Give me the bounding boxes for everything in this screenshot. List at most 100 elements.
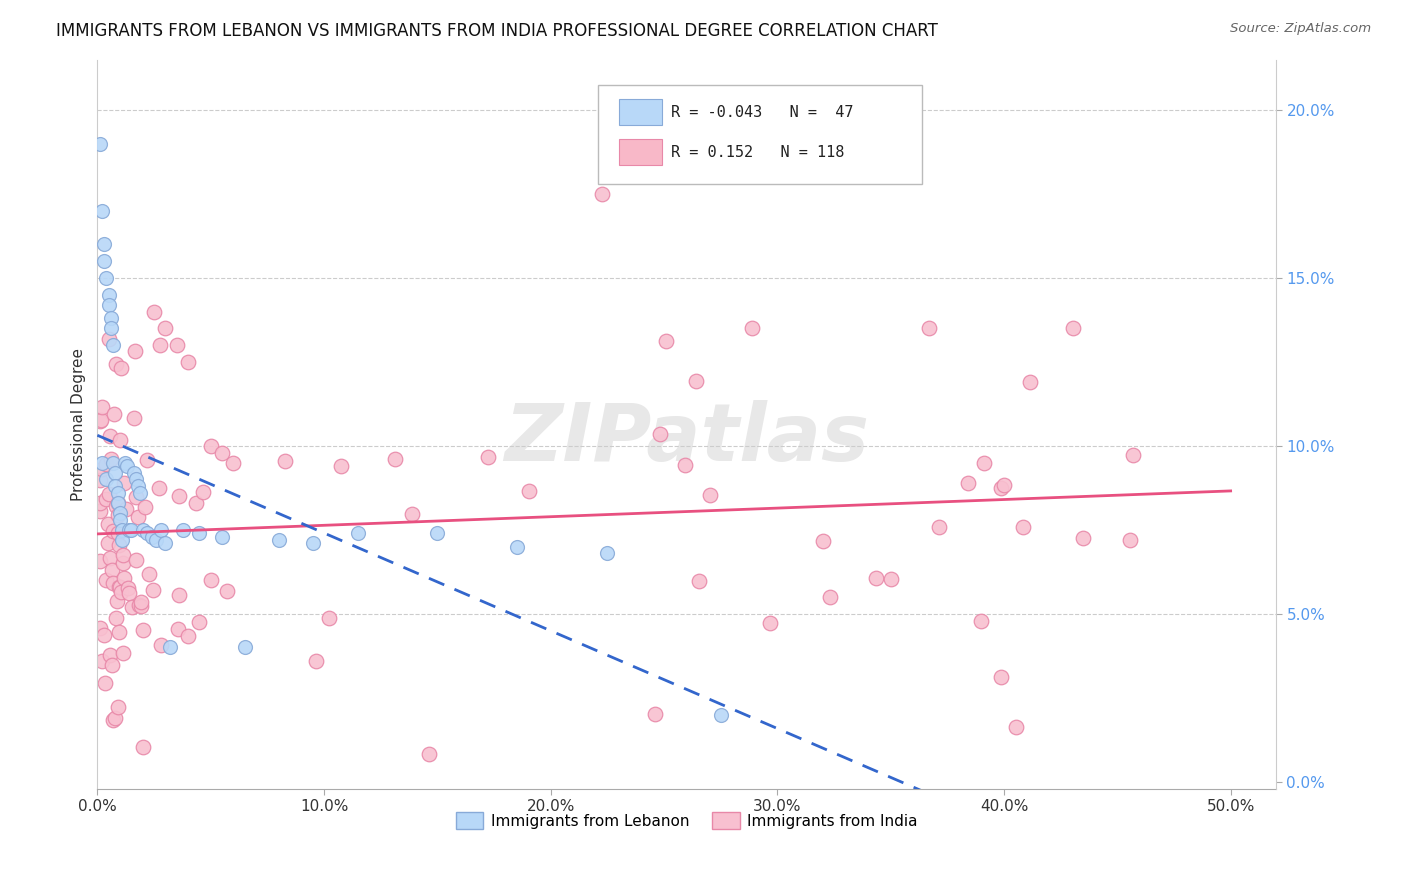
Point xyxy=(758,615,780,630)
Point xyxy=(115,458,138,473)
Point xyxy=(98,551,121,566)
Point xyxy=(384,451,406,466)
Point xyxy=(818,591,841,605)
Point xyxy=(330,458,353,473)
Point xyxy=(1071,531,1094,545)
Point xyxy=(89,473,111,487)
Point xyxy=(184,495,207,509)
Point xyxy=(125,552,148,566)
Point xyxy=(97,536,120,550)
Point xyxy=(105,610,128,624)
Point xyxy=(110,361,132,376)
Point xyxy=(104,711,127,725)
Point xyxy=(129,595,152,609)
Legend: Immigrants from Lebanon, Immigrants from India: Immigrants from Lebanon, Immigrants from… xyxy=(450,805,924,836)
Point xyxy=(217,583,239,598)
Point xyxy=(128,598,150,612)
Point xyxy=(93,254,115,268)
Point xyxy=(211,530,233,544)
Text: R = -0.043   N =  47: R = -0.043 N = 47 xyxy=(671,104,853,120)
Point xyxy=(115,501,138,516)
Point xyxy=(167,488,190,502)
Point xyxy=(93,628,115,642)
Point xyxy=(96,574,118,588)
Point xyxy=(143,304,166,318)
Point xyxy=(167,622,190,636)
Point xyxy=(103,407,125,421)
Point xyxy=(89,495,111,509)
Point xyxy=(101,563,124,577)
Point xyxy=(710,707,733,722)
Point xyxy=(100,321,122,335)
Point xyxy=(141,530,163,544)
Point xyxy=(93,237,115,252)
Point xyxy=(172,523,194,537)
Point xyxy=(648,426,671,441)
Point xyxy=(132,623,155,637)
Point xyxy=(103,456,125,470)
Point xyxy=(97,332,120,346)
Point xyxy=(928,520,950,534)
Point xyxy=(741,321,763,335)
Point xyxy=(108,513,131,527)
Point xyxy=(918,321,941,335)
Point xyxy=(107,526,129,541)
Point xyxy=(879,572,901,586)
Point xyxy=(132,740,155,755)
Point xyxy=(89,621,111,635)
Point xyxy=(97,287,120,301)
Point xyxy=(122,466,145,480)
Point xyxy=(673,458,696,472)
Point xyxy=(107,624,129,639)
Point xyxy=(655,334,678,348)
Point xyxy=(136,526,159,541)
Point xyxy=(505,540,527,554)
Point xyxy=(100,657,122,672)
Point xyxy=(211,445,233,459)
Point xyxy=(129,486,152,500)
Point xyxy=(188,615,211,629)
Point xyxy=(318,611,340,625)
Point xyxy=(688,574,710,588)
FancyBboxPatch shape xyxy=(620,99,662,125)
Point xyxy=(121,600,143,615)
Point xyxy=(200,573,222,587)
Point xyxy=(990,481,1012,495)
Point xyxy=(114,456,136,470)
Point xyxy=(90,203,112,218)
Point xyxy=(98,648,121,662)
Point xyxy=(107,486,129,500)
Point xyxy=(124,343,146,358)
Point xyxy=(96,271,118,285)
Point xyxy=(1004,719,1026,733)
Point xyxy=(685,374,707,388)
Point xyxy=(811,534,834,549)
Point xyxy=(267,533,290,547)
Point xyxy=(142,583,165,598)
Point xyxy=(112,475,135,490)
Point xyxy=(91,400,114,414)
Point xyxy=(94,676,117,690)
Point xyxy=(993,478,1015,492)
Point xyxy=(100,452,122,467)
Point xyxy=(108,538,131,552)
Point xyxy=(418,747,440,761)
Point xyxy=(107,700,129,714)
Point xyxy=(89,554,111,568)
Point xyxy=(111,533,134,547)
Point xyxy=(1018,375,1040,389)
Point xyxy=(188,526,211,541)
Point xyxy=(145,533,167,547)
Point xyxy=(970,614,993,628)
FancyBboxPatch shape xyxy=(599,85,922,184)
Point xyxy=(89,414,111,428)
Point xyxy=(101,714,124,728)
Point xyxy=(111,548,134,562)
Point xyxy=(89,136,111,151)
Point xyxy=(1122,448,1144,462)
Point xyxy=(90,456,112,470)
Point xyxy=(112,571,135,585)
Point xyxy=(136,453,159,467)
Point xyxy=(107,496,129,510)
Point xyxy=(131,523,153,537)
